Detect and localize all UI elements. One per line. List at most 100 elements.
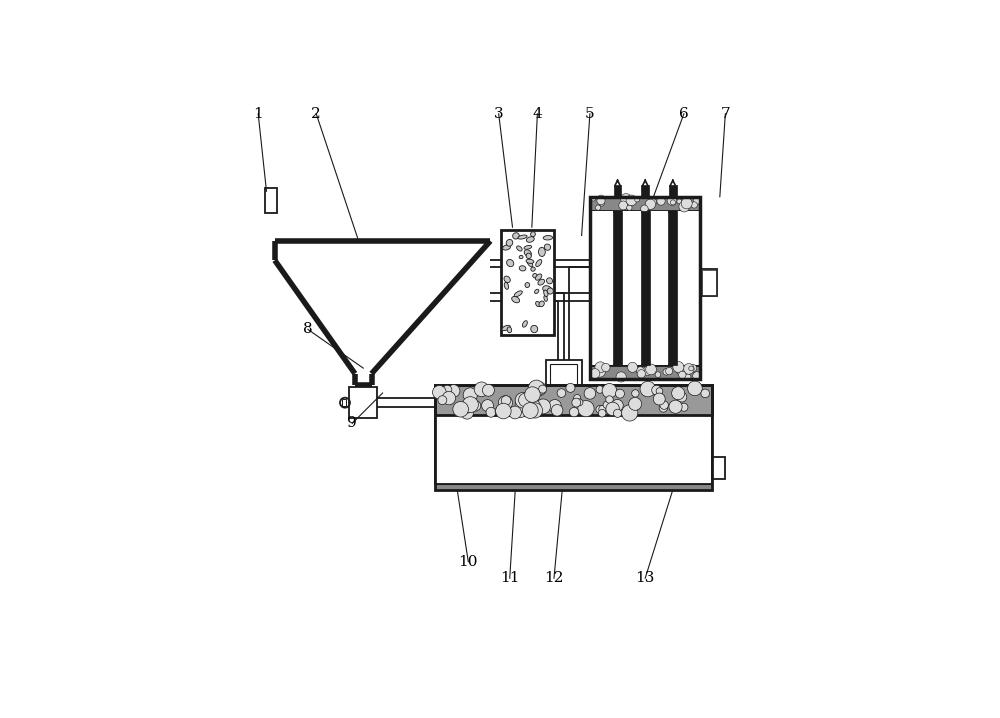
Circle shape: [672, 387, 685, 400]
Circle shape: [677, 392, 687, 402]
Circle shape: [666, 368, 673, 375]
Text: 9: 9: [347, 416, 357, 430]
Bar: [265, 188, 277, 213]
Bar: [342, 399, 346, 406]
Circle shape: [680, 404, 688, 411]
Circle shape: [678, 369, 685, 376]
Ellipse shape: [535, 274, 542, 280]
Circle shape: [515, 398, 529, 412]
Text: 1: 1: [253, 107, 263, 121]
Circle shape: [611, 399, 623, 411]
Ellipse shape: [524, 246, 532, 249]
Bar: [641, 210, 650, 365]
Circle shape: [660, 401, 668, 409]
Bar: [546, 360, 582, 401]
Circle shape: [641, 205, 648, 213]
Circle shape: [443, 386, 452, 394]
Circle shape: [495, 406, 505, 416]
Circle shape: [626, 195, 637, 206]
Circle shape: [622, 405, 638, 421]
Circle shape: [649, 199, 657, 206]
Circle shape: [472, 389, 480, 396]
Circle shape: [640, 381, 656, 397]
Circle shape: [569, 407, 579, 417]
Circle shape: [606, 396, 613, 404]
Circle shape: [442, 391, 456, 405]
Circle shape: [557, 388, 566, 397]
Circle shape: [616, 372, 626, 382]
Circle shape: [652, 386, 662, 395]
Circle shape: [572, 398, 581, 407]
Circle shape: [519, 393, 532, 407]
Bar: [677, 210, 700, 365]
Circle shape: [539, 385, 547, 393]
Circle shape: [453, 401, 468, 417]
Circle shape: [590, 368, 600, 378]
Circle shape: [689, 366, 693, 370]
Ellipse shape: [526, 253, 531, 258]
Bar: [590, 210, 613, 365]
Bar: [614, 185, 621, 197]
Circle shape: [527, 403, 543, 418]
Circle shape: [595, 366, 605, 377]
Ellipse shape: [543, 286, 552, 294]
Ellipse shape: [536, 259, 542, 266]
Ellipse shape: [517, 246, 522, 251]
Ellipse shape: [507, 259, 514, 266]
Circle shape: [595, 205, 601, 210]
Ellipse shape: [507, 327, 512, 332]
Circle shape: [482, 400, 493, 411]
Circle shape: [463, 388, 477, 402]
Ellipse shape: [513, 233, 519, 239]
Circle shape: [602, 363, 610, 372]
Bar: [613, 210, 622, 365]
Bar: [590, 210, 700, 365]
Circle shape: [462, 402, 473, 413]
Circle shape: [619, 201, 628, 210]
Circle shape: [549, 399, 561, 412]
Circle shape: [433, 386, 446, 399]
Ellipse shape: [519, 256, 523, 258]
Circle shape: [673, 361, 684, 373]
Circle shape: [438, 396, 447, 404]
Circle shape: [599, 199, 603, 204]
Circle shape: [627, 205, 632, 210]
Circle shape: [474, 382, 489, 396]
Ellipse shape: [524, 250, 531, 256]
Circle shape: [689, 365, 697, 372]
Bar: [550, 364, 577, 397]
Circle shape: [606, 402, 619, 416]
Ellipse shape: [526, 259, 534, 264]
Ellipse shape: [503, 245, 511, 250]
Ellipse shape: [531, 267, 535, 271]
Ellipse shape: [544, 244, 551, 251]
Circle shape: [691, 202, 697, 208]
Circle shape: [688, 381, 702, 396]
Circle shape: [578, 401, 594, 416]
Ellipse shape: [544, 295, 547, 302]
Ellipse shape: [514, 291, 522, 297]
Bar: [435, 415, 712, 484]
Circle shape: [676, 368, 681, 373]
Ellipse shape: [547, 288, 553, 294]
Circle shape: [628, 363, 638, 373]
Ellipse shape: [544, 290, 548, 297]
Circle shape: [685, 374, 691, 381]
Circle shape: [602, 383, 617, 398]
Circle shape: [615, 389, 624, 398]
Circle shape: [597, 197, 605, 205]
Text: 3: 3: [494, 107, 503, 121]
Circle shape: [632, 390, 639, 397]
Circle shape: [701, 389, 710, 398]
Circle shape: [532, 382, 546, 396]
Circle shape: [657, 197, 665, 205]
Ellipse shape: [539, 301, 544, 307]
Bar: [700, 269, 717, 297]
Circle shape: [528, 400, 541, 412]
Text: 8: 8: [303, 322, 313, 337]
Ellipse shape: [531, 232, 535, 237]
Bar: [622, 210, 641, 365]
Circle shape: [509, 406, 521, 419]
Circle shape: [596, 386, 604, 393]
Circle shape: [591, 196, 596, 201]
